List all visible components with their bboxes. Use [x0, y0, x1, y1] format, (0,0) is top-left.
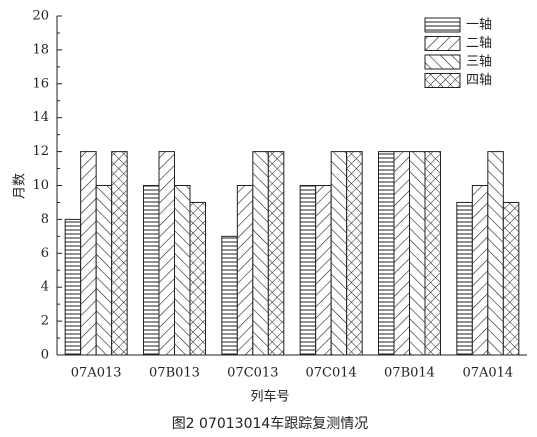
- bar: [487, 151, 504, 356]
- bar: [393, 151, 410, 356]
- bar: [95, 185, 113, 356]
- bar: [409, 151, 426, 356]
- bar: [456, 201, 473, 356]
- y-tick-label: 10: [32, 178, 49, 193]
- y-axis-label: 月数: [13, 173, 28, 199]
- y-tick-label: 6: [41, 246, 49, 261]
- bar: [267, 151, 285, 356]
- bar: [424, 151, 441, 356]
- bar: [158, 151, 175, 356]
- legend-swatch: [424, 54, 461, 70]
- bar: [236, 185, 254, 356]
- x-tick-label: 07B014: [384, 366, 435, 381]
- legend-label: 二轴: [466, 36, 492, 51]
- bar: [174, 185, 191, 356]
- bar: [471, 185, 489, 356]
- bar: [64, 218, 82, 356]
- legend-swatch: [424, 17, 461, 33]
- bar: [315, 185, 332, 356]
- x-tick-label: 07C014: [306, 366, 357, 381]
- x-axis-label: 列车号: [250, 389, 289, 405]
- bar: [252, 151, 269, 356]
- legend-label: 四轴: [466, 73, 492, 88]
- bar: [502, 201, 520, 356]
- x-tick-label: 07B013: [149, 366, 200, 381]
- bar: [80, 151, 97, 356]
- bar: [330, 151, 348, 356]
- legend-label: 三轴: [466, 55, 492, 70]
- bar: [299, 185, 317, 356]
- legend-label: 一轴: [466, 18, 492, 33]
- legend-swatch: [424, 36, 461, 51]
- bar: [143, 185, 160, 356]
- bar: [189, 201, 206, 356]
- bar: [221, 235, 238, 356]
- bar: [111, 151, 128, 356]
- x-tick-label: 07A013: [71, 366, 122, 381]
- y-tick-label: 16: [32, 76, 49, 91]
- x-tick-label: 07C013: [227, 366, 278, 381]
- y-tick-label: 0: [41, 348, 49, 363]
- y-tick-label: 4: [41, 280, 49, 295]
- y-tick-label: 8: [41, 212, 49, 227]
- caption: 图2 07013014车跟踪复测情况: [172, 415, 369, 432]
- y-tick-label: 12: [32, 144, 49, 159]
- bar: [346, 151, 363, 356]
- legend-swatch: [424, 73, 461, 88]
- y-tick-label: 20: [32, 9, 49, 24]
- y-tick-label: 2: [41, 314, 49, 329]
- x-tick-label: 07A014: [462, 366, 513, 381]
- bar: [378, 151, 395, 356]
- y-tick-label: 14: [32, 110, 49, 125]
- y-tick-label: 18: [32, 42, 49, 57]
